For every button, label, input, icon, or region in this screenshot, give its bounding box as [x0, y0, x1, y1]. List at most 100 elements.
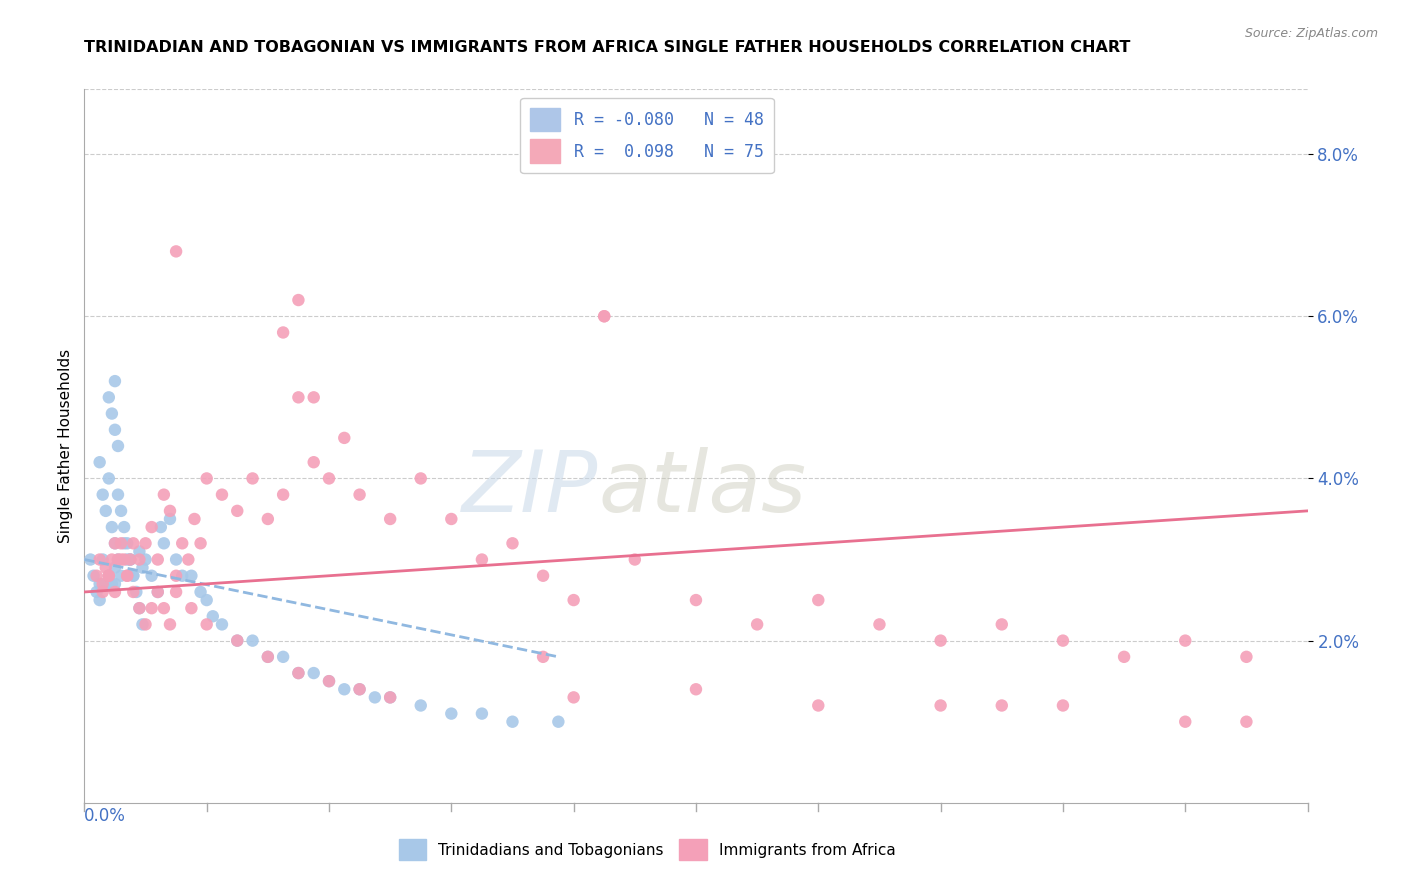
- Point: [271, 649, 294, 664]
- Point: [120, 552, 142, 566]
- Point: [91, 488, 114, 502]
- Point: [195, 617, 218, 632]
- Point: [440, 706, 463, 721]
- Point: [364, 690, 387, 705]
- Point: [869, 617, 891, 632]
- Point: [190, 536, 212, 550]
- Point: [122, 568, 145, 582]
- Point: [183, 512, 205, 526]
- Point: [991, 698, 1014, 713]
- Point: [1234, 649, 1257, 664]
- Point: [91, 585, 114, 599]
- Point: [747, 617, 769, 632]
- Point: [201, 609, 224, 624]
- Point: [83, 568, 105, 582]
- Point: [195, 471, 218, 485]
- Point: [257, 649, 280, 664]
- Point: [135, 617, 157, 632]
- Point: [1114, 649, 1136, 664]
- Point: [107, 552, 129, 566]
- Point: [226, 504, 249, 518]
- Point: [287, 293, 309, 307]
- Point: [97, 390, 120, 404]
- Point: [110, 536, 132, 550]
- Point: [409, 471, 432, 485]
- Point: [271, 326, 294, 340]
- Text: TRINIDADIAN AND TOBAGONIAN VS IMMIGRANTS FROM AFRICA SINGLE FATHER HOUSEHOLDS CO: TRINIDADIAN AND TOBAGONIAN VS IMMIGRANTS…: [84, 40, 1130, 55]
- Point: [1174, 714, 1197, 729]
- Point: [128, 552, 150, 566]
- Point: [409, 698, 432, 713]
- Point: [104, 577, 127, 591]
- Point: [547, 714, 569, 729]
- Point: [380, 690, 402, 705]
- Point: [97, 568, 120, 582]
- Point: [211, 617, 233, 632]
- Point: [991, 617, 1014, 632]
- Point: [146, 552, 169, 566]
- Point: [271, 488, 294, 502]
- Point: [333, 431, 356, 445]
- Point: [112, 552, 135, 566]
- Text: 0.0%: 0.0%: [84, 807, 127, 825]
- Point: [195, 593, 218, 607]
- Point: [257, 649, 280, 664]
- Point: [146, 585, 169, 599]
- Point: [101, 577, 124, 591]
- Point: [159, 512, 181, 526]
- Point: [115, 568, 138, 582]
- Point: [101, 552, 124, 566]
- Point: [122, 568, 145, 582]
- Point: [318, 674, 340, 689]
- Point: [302, 666, 325, 681]
- Point: [165, 244, 187, 259]
- Point: [135, 552, 157, 566]
- Point: [1052, 633, 1074, 648]
- Point: [94, 577, 117, 591]
- Point: [380, 690, 402, 705]
- Point: [107, 552, 129, 566]
- Text: Source: ZipAtlas.com: Source: ZipAtlas.com: [1244, 27, 1378, 40]
- Point: [91, 552, 114, 566]
- Point: [141, 601, 163, 615]
- Point: [165, 568, 187, 582]
- Point: [110, 568, 132, 582]
- Point: [242, 471, 264, 485]
- Point: [242, 633, 264, 648]
- Point: [128, 601, 150, 615]
- Point: [624, 552, 647, 566]
- Point: [302, 455, 325, 469]
- Point: [349, 488, 371, 502]
- Point: [929, 698, 952, 713]
- Point: [107, 488, 129, 502]
- Point: [471, 552, 494, 566]
- Point: [287, 666, 309, 681]
- Point: [131, 617, 153, 632]
- Point: [471, 706, 494, 721]
- Point: [302, 390, 325, 404]
- Point: [165, 552, 187, 566]
- Point: [318, 674, 340, 689]
- Point: [153, 536, 176, 550]
- Point: [440, 512, 463, 526]
- Point: [153, 488, 176, 502]
- Point: [685, 682, 707, 697]
- Point: [149, 520, 172, 534]
- Point: [172, 568, 194, 582]
- Point: [257, 512, 280, 526]
- Point: [287, 390, 309, 404]
- Point: [593, 310, 616, 324]
- Point: [159, 504, 181, 518]
- Point: [86, 568, 108, 582]
- Point: [141, 520, 163, 534]
- Point: [101, 520, 124, 534]
- Point: [226, 633, 249, 648]
- Point: [153, 601, 176, 615]
- Point: [125, 585, 148, 599]
- Point: [120, 552, 142, 566]
- Point: [122, 585, 145, 599]
- Point: [128, 544, 150, 558]
- Point: [97, 568, 120, 582]
- Point: [89, 455, 111, 469]
- Point: [89, 577, 111, 591]
